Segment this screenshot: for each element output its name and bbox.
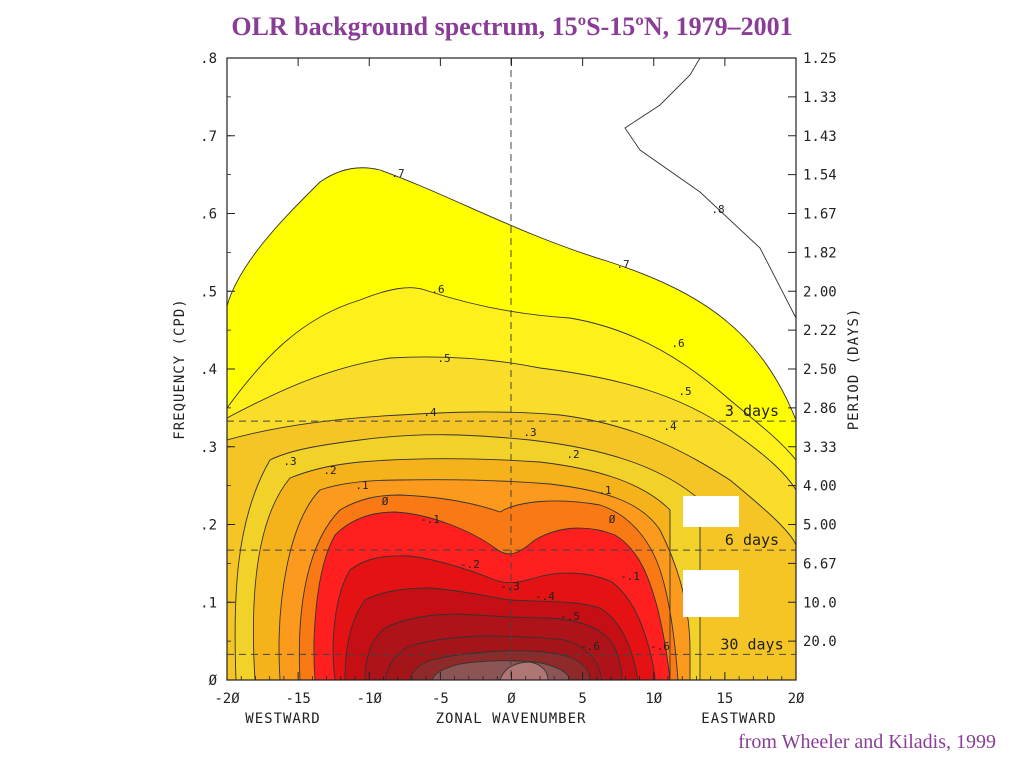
contour-label: -.4 (535, 590, 555, 603)
y-tick-label: .1 (200, 595, 217, 611)
contour-label: .8 (711, 203, 724, 216)
contour-line (227, 167, 796, 680)
contour-label: .7 (391, 167, 404, 180)
contour-label: -.1 (620, 570, 640, 583)
period-tick-label: 1.43 (803, 129, 837, 145)
period-tick-label: 2.86 (803, 401, 837, 417)
period-axis-ticks: 1.25 1.33 1.43 1.54 1.67 1.82 2.00 2.22 2.50 2.86… (788, 51, 837, 650)
contour-label: .3 (283, 455, 296, 468)
contour-line (278, 479, 691, 680)
contour-line (624, 58, 796, 319)
contour-label: Ø (382, 495, 389, 508)
x-axis-label-westward: WESTWARD (245, 711, 320, 727)
slide-title: OLR background spectrum, 15ºS-15ºN, 1979… (231, 12, 793, 41)
y-tick-label: .4 (200, 362, 217, 378)
contour-line (499, 661, 549, 680)
contour-label: .4 (423, 406, 437, 419)
period-tick-label: 10.0 (803, 595, 837, 611)
period-tick-label: 1.54 (803, 168, 837, 184)
contour-label: .1 (598, 484, 611, 497)
contour-line (252, 458, 671, 680)
x-tick-label: -15 (285, 691, 310, 707)
x-axis-label-eastward: EASTWARD (701, 711, 776, 727)
contour-line (298, 494, 679, 680)
period-tick-label: 5.00 (803, 518, 837, 534)
contour-label: -.6 (650, 640, 670, 653)
contour-line (344, 587, 639, 680)
x-tick-label: 1Ø (645, 691, 662, 707)
period-tick-label: 2.22 (803, 323, 837, 339)
contour-line (313, 511, 671, 680)
annotation-mask-bottom (683, 570, 739, 617)
contour-labels: .8 .7 .7 .6 .6 .5 .5 .4 .4 .3 .3 .2 .2 .1 .1 Ø Ø -.1 -.1 -.… (283, 167, 724, 653)
x-tick-label: 15 (716, 691, 733, 707)
contour-label: -.1 (420, 513, 440, 526)
contour-line (227, 287, 796, 680)
contour-label: .6 (431, 283, 444, 296)
contour-line (409, 650, 591, 680)
contour-line (227, 411, 796, 680)
contour-label: -.6 (580, 640, 600, 653)
x-tick-label: -5 (432, 691, 449, 707)
period-tick-label: 1.82 (803, 245, 837, 261)
period-tick-label: 6.67 (803, 556, 837, 572)
contour-label: Ø (609, 513, 616, 526)
contour-line (234, 434, 701, 680)
contour-label: .4 (663, 420, 677, 433)
contour-label: .1 (355, 479, 368, 492)
y-tick-label: .3 (200, 440, 217, 456)
y-tick-label: .6 (200, 207, 217, 223)
contour-label: .5 (437, 352, 450, 365)
period-tick-label: 1.67 (803, 207, 837, 223)
source-credit: from Wheeler and Kiladis, 1999 (738, 731, 996, 753)
contour-line (227, 356, 796, 680)
x-axis-ticks: -2Ø -15 -1Ø -5 Ø 5 1Ø 15 2Ø (214, 58, 805, 707)
contour-label: .6 (671, 337, 684, 350)
contour-label: -.3 (500, 580, 520, 593)
x-tick-label: -2Ø (214, 691, 240, 707)
period-tick-label: 3.33 (803, 440, 837, 456)
contour-label: -.5 (560, 610, 580, 623)
x-tick-label: 2Ø (788, 691, 805, 707)
y-tick-label: .2 (200, 518, 217, 534)
period-tick-label: 2.50 (803, 362, 837, 378)
period-tick-label: 1.33 (803, 90, 837, 106)
reference-line-label: 30 days (720, 635, 783, 653)
x-tick-label: -1Ø (357, 691, 383, 707)
y-axis-label: FREQUENCY (CPD) (172, 298, 188, 439)
x-tick-label: Ø (507, 691, 516, 707)
y-tick-label: Ø (209, 673, 218, 689)
contour-line (431, 660, 571, 680)
contour-label: .5 (678, 385, 691, 398)
contour-label: -.2 (460, 558, 480, 571)
contour-lines (227, 58, 796, 680)
contour-line (384, 635, 603, 680)
annotation-mask-top (683, 496, 739, 527)
contour-label: .7 (616, 258, 629, 271)
contour-line (364, 613, 623, 680)
period-tick-label: 1.25 (803, 51, 837, 67)
y-axis-ticks: Ø .1 .2 .3 .4 .5 .6 .7 .8 (200, 51, 235, 689)
contour-line (332, 555, 656, 680)
contour-label: .3 (523, 426, 536, 439)
period-axis-label: PERIOD (DAYS) (846, 308, 862, 431)
period-tick-label: 4.00 (803, 479, 837, 495)
period-tick-label: 2.00 (803, 284, 837, 300)
period-tick-label: 20.0 (803, 634, 837, 650)
reference-line-label: 6 days (725, 531, 779, 549)
contour-label: .2 (323, 464, 336, 477)
contour-label: .2 (566, 448, 579, 461)
x-tick-label: 5 (578, 691, 586, 707)
y-tick-label: .7 (200, 129, 217, 145)
y-tick-label: .5 (200, 284, 217, 300)
x-axis-label: ZONAL WAVENUMBER (436, 711, 587, 727)
reference-lines: 3 days 6 days 30 days (227, 402, 796, 655)
y-tick-label: .8 (200, 51, 217, 67)
reference-line-label: 3 days (725, 402, 779, 420)
